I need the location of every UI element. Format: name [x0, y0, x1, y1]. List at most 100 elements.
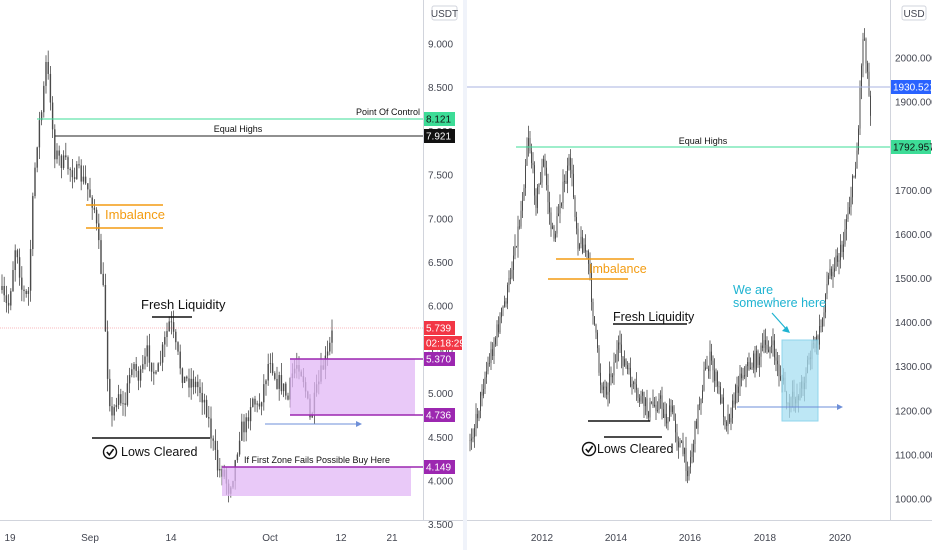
right-candle-body — [762, 345, 763, 348]
left-candle-body — [183, 376, 186, 383]
right-candle-body — [714, 370, 715, 381]
left-candle-body — [106, 331, 109, 379]
right-candle-body — [535, 195, 537, 208]
left-equal-highs-tag-text: 7.921 — [426, 132, 451, 143]
right-candle-body — [667, 421, 669, 424]
right-candle-body — [493, 344, 495, 357]
left-date-tick-label: 12 — [335, 533, 347, 544]
left-candle-body — [274, 373, 276, 379]
right-candle-body — [580, 236, 582, 245]
left-candle-body — [146, 345, 148, 357]
right-candle-body — [529, 138, 531, 151]
right-candle-body — [492, 349, 493, 357]
right-candle-body — [682, 441, 684, 454]
right-candle-body — [625, 359, 627, 366]
left-candle-body — [18, 257, 21, 278]
right-candle-body — [628, 367, 630, 370]
right-candle-body — [646, 398, 648, 412]
left-price-tick-label: 5.000 — [428, 389, 453, 400]
right-candle-body — [534, 165, 535, 196]
left-currency-label: USDT — [431, 9, 458, 20]
left-price-tick-label: 7.000 — [428, 214, 453, 225]
left-candle-body — [122, 403, 124, 405]
left-buy-zone[interactable] — [290, 359, 415, 415]
left-candle-body — [175, 331, 177, 343]
right-candle-body — [831, 268, 832, 277]
right-candle-body — [684, 447, 685, 454]
right-candle-body — [822, 317, 823, 327]
right-candle-body — [642, 391, 643, 396]
left-candle-body — [205, 399, 208, 418]
left-price-axis[interactable]: 9.0008.5008.0007.5007.0006.5006.0005.500… — [428, 40, 453, 532]
right-candle-body — [769, 347, 771, 353]
right-currency-badge[interactable] — [901, 5, 927, 21]
right-candle-body — [652, 401, 654, 407]
right-candle-body — [514, 246, 516, 256]
left-candle-body — [62, 155, 65, 168]
panel-divider[interactable] — [463, 0, 467, 550]
left-plot-area[interactable] — [0, 0, 423, 520]
left-second-buy-zone[interactable] — [222, 467, 411, 496]
left-candle-body — [285, 383, 287, 396]
left-check-circle-icon — [102, 444, 118, 460]
right-price-axis[interactable]: 2000.0001900.0001800.0001700.0001600.000… — [895, 54, 932, 506]
right-candle-body — [655, 404, 657, 411]
left-candle-body — [16, 250, 19, 258]
right-candle-body — [691, 451, 693, 458]
right-candle-body — [568, 157, 570, 166]
right-candle-body — [673, 406, 675, 421]
left-candle-body — [80, 165, 82, 182]
left-candle-body — [271, 363, 274, 374]
right-time-axis[interactable]: 2012 2014 2016 2018 2020 — [531, 533, 852, 544]
right-candle-body — [552, 226, 553, 229]
right-candle-body — [520, 210, 522, 227]
left-candle-body — [87, 183, 89, 190]
right-candle-body — [706, 367, 708, 369]
left-candle-body — [102, 273, 104, 285]
right-candle-body — [600, 372, 601, 385]
right-candle-body — [744, 375, 745, 377]
right-candle-body — [504, 301, 505, 307]
right-candle-body — [723, 397, 724, 418]
left-poc-tag — [424, 112, 455, 126]
right-candle-body — [694, 421, 696, 445]
right-candle-body — [852, 175, 853, 198]
right-price-tick-label: 1500.000 — [895, 274, 932, 285]
right-candle-body — [489, 362, 490, 364]
right-candle-body — [693, 444, 694, 452]
right-candle-body — [604, 386, 606, 388]
right-candle-body — [630, 367, 631, 387]
right-candle-body — [870, 95, 871, 116]
left-candle-body — [56, 150, 58, 160]
left-candle-body — [168, 321, 170, 332]
left-candle-body — [67, 157, 69, 170]
left-price-tick-label: 8.500 — [428, 83, 453, 94]
left-candle-body — [164, 337, 166, 345]
left-currency-badge[interactable] — [431, 5, 458, 21]
right-candle-body — [711, 351, 712, 361]
right-candle-body — [499, 317, 501, 333]
left-candle-body — [40, 112, 43, 121]
right-candle-body — [736, 385, 738, 393]
right-somewhere-here-label: somewhere here — [733, 296, 826, 310]
right-price-tick-label: 1100.000 — [895, 450, 932, 461]
right-price-tick-label: 1600.000 — [895, 230, 932, 241]
left-zone1-bottom-tag-text: 4.736 — [426, 411, 451, 422]
right-candle-body — [549, 202, 550, 213]
left-candle-body — [71, 170, 74, 178]
right-candle-body — [502, 306, 504, 309]
right-currency-label: USD — [903, 9, 924, 20]
right-candle-body — [577, 228, 579, 249]
right-candle-body — [825, 293, 826, 313]
right-candle-body — [571, 169, 573, 174]
right-candle-body — [477, 413, 478, 419]
right-candle-body — [651, 401, 652, 403]
right-candle-body — [633, 382, 634, 384]
right-candle-body — [640, 395, 642, 402]
right-candle-body — [844, 229, 846, 245]
left-time-axis[interactable]: 19 Sep 14 Oct 12 21 — [4, 533, 398, 544]
right-candle-body — [558, 213, 559, 217]
left-poc-tag-text: 8.121 — [426, 115, 451, 126]
right-candle-body — [576, 217, 577, 229]
right-we-are-here-box[interactable] — [781, 339, 819, 422]
